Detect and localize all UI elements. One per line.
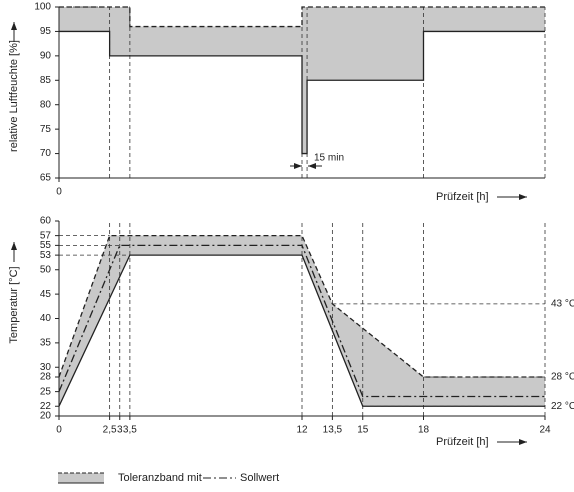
y-tick-label: 55 (40, 240, 52, 251)
upper-line (59, 6, 545, 28)
x-tick-label: 24 (539, 425, 551, 436)
annotation: 22 °C (551, 401, 574, 412)
lower-line (59, 30, 545, 155)
x-tick-label: 0 (56, 425, 62, 436)
x-tick-label: 3,5 (123, 425, 137, 436)
y-tick-label: 53 (40, 250, 52, 261)
x-axis-label: Prüfzeit [h] (436, 191, 489, 203)
y-tick-label: 20 (40, 411, 52, 422)
y-axis-label: relative Luftfeuchte [%] (8, 40, 20, 152)
annotation: 15 min (314, 153, 344, 164)
y-tick-label: 60 (40, 216, 52, 227)
upper-line (58, 234, 545, 378)
y-tick-label: 40 (40, 313, 52, 324)
y-tick-label: 50 (40, 264, 52, 275)
annotation: 43 °C (551, 299, 574, 310)
x-tick-label: 2,5 (103, 425, 117, 436)
lower-line (58, 254, 545, 407)
band-fill (59, 235, 545, 407)
y-tick-label: 57 (40, 230, 52, 241)
y-tick-label: 85 (40, 75, 52, 86)
y-tick-label: 25 (40, 386, 52, 397)
x-tick-label: 0 (56, 187, 62, 198)
annotation: 28 °C (551, 372, 574, 383)
x-tick-label: 3 (117, 425, 123, 436)
y-tick-label: 95 (40, 26, 52, 37)
y-tick-label: 22 (40, 401, 52, 412)
x-tick-label: 15 (357, 425, 369, 436)
x-tick-label: 13,5 (323, 425, 343, 436)
y-tick-label: 80 (40, 99, 52, 110)
legend-label: Sollwert (240, 472, 279, 484)
y-tick-label: 35 (40, 338, 52, 349)
y-axis-label: Temperatur [°C] (8, 266, 20, 343)
y-tick-label: 90 (40, 50, 52, 61)
x-tick-label: 12 (296, 425, 308, 436)
y-tick-label: 45 (40, 289, 52, 300)
x-axis-label: Prüfzeit [h] (436, 436, 489, 448)
legend-swatch (58, 473, 104, 483)
y-tick-label: 65 (40, 173, 52, 184)
y-tick-label: 28 (40, 372, 52, 383)
legend-label: Toleranzband mit (118, 472, 202, 484)
y-tick-label: 100 (34, 2, 51, 13)
x-tick-label: 18 (418, 425, 430, 436)
y-tick-label: 75 (40, 124, 52, 135)
y-tick-label: 70 (40, 148, 52, 159)
y-tick-label: 30 (40, 362, 52, 373)
setpoint-line (58, 244, 545, 398)
